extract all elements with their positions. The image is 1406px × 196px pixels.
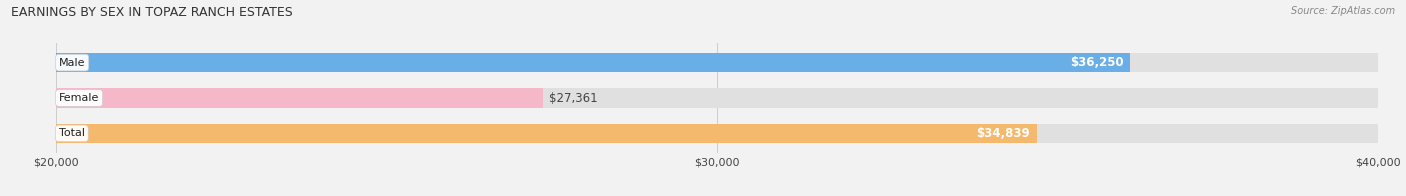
Bar	[56, 88, 1378, 108]
Text: $36,250: $36,250	[1070, 56, 1123, 69]
Text: $27,361: $27,361	[550, 92, 598, 104]
Bar	[56, 124, 1378, 143]
Bar	[56, 53, 1378, 72]
Text: Total: Total	[59, 128, 84, 138]
Text: Source: ZipAtlas.com: Source: ZipAtlas.com	[1291, 6, 1395, 16]
Bar	[56, 124, 1036, 143]
Text: EARNINGS BY SEX IN TOPAZ RANCH ESTATES: EARNINGS BY SEX IN TOPAZ RANCH ESTATES	[11, 6, 292, 19]
Bar	[56, 53, 1130, 72]
Text: Male: Male	[59, 58, 86, 68]
Bar	[56, 88, 543, 108]
Text: $34,839: $34,839	[977, 127, 1031, 140]
Text: Female: Female	[59, 93, 100, 103]
